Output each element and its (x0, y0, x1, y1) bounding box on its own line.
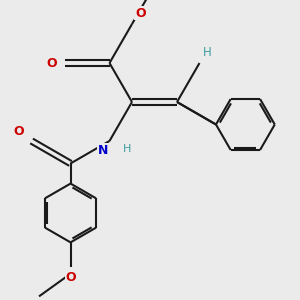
Text: H: H (123, 144, 131, 154)
Text: N: N (98, 144, 108, 157)
Text: O: O (135, 7, 146, 20)
Text: O: O (65, 271, 76, 284)
Text: H: H (203, 46, 212, 59)
Text: O: O (14, 125, 24, 138)
Text: O: O (46, 56, 57, 70)
